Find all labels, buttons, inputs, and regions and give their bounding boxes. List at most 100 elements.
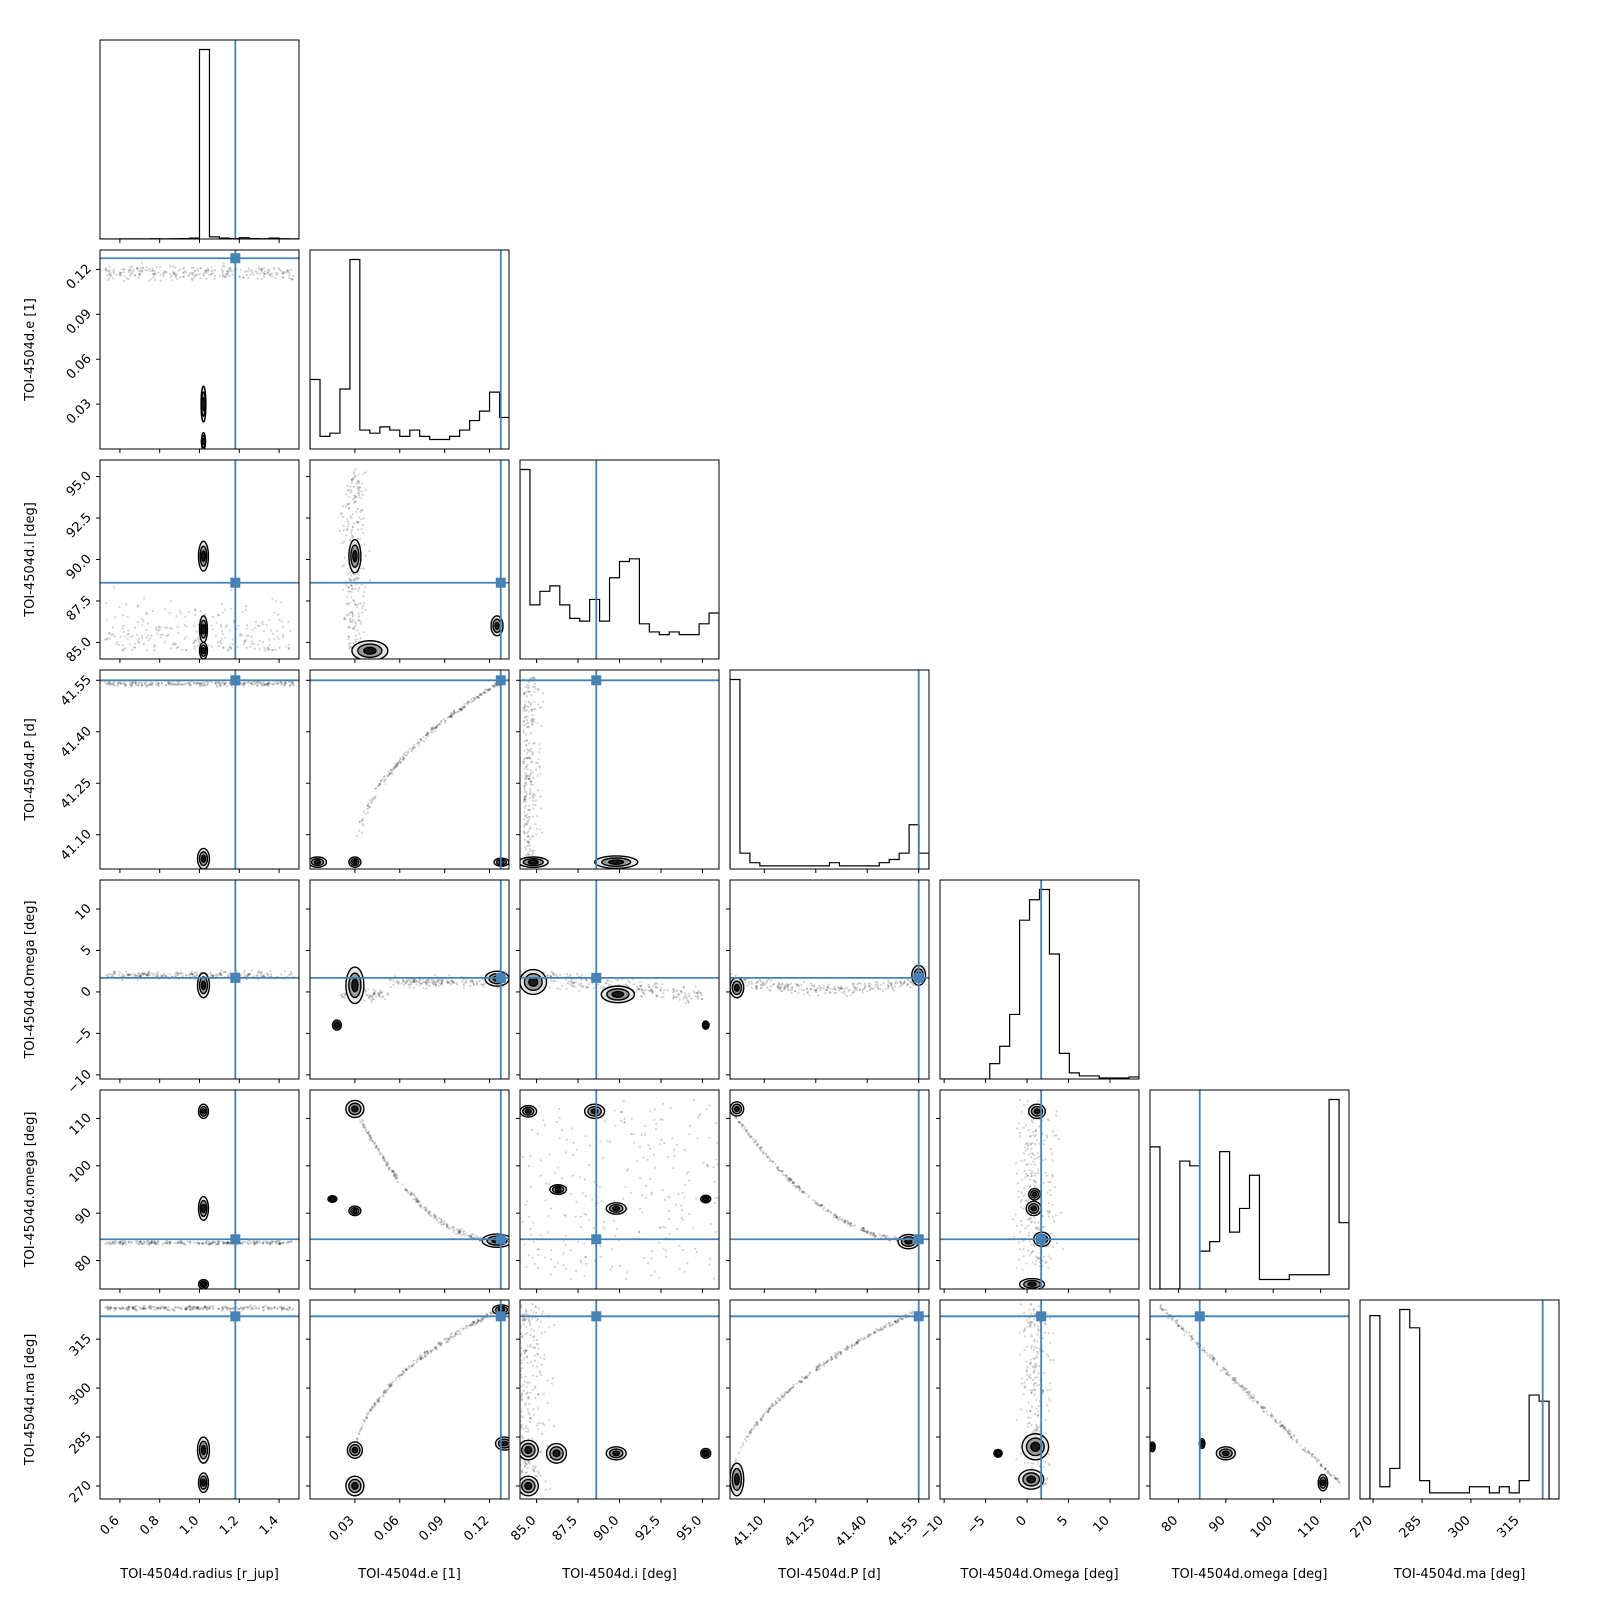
contour-level	[334, 1022, 340, 1028]
sample-point	[192, 266, 195, 269]
sample-point	[858, 982, 861, 985]
sample-point	[381, 996, 384, 999]
sample-point	[488, 687, 491, 691]
sample-point	[358, 820, 361, 823]
sample-point	[532, 807, 535, 810]
contour-level	[200, 647, 207, 655]
sample-point	[796, 1185, 799, 1188]
sample-point	[261, 620, 264, 623]
sample-point	[639, 1207, 642, 1210]
sample-point	[472, 983, 475, 986]
sample-point	[418, 1201, 421, 1204]
sample-point	[747, 980, 750, 983]
sample-point	[213, 277, 216, 280]
sample-point	[209, 1306, 212, 1309]
sample-point	[391, 1170, 394, 1173]
sample-point	[439, 1342, 442, 1345]
sample-point	[121, 627, 124, 630]
sample-point	[256, 974, 259, 977]
sample-point	[345, 493, 348, 496]
sample-point	[426, 1350, 429, 1353]
sample-point	[262, 1241, 265, 1244]
sample-point	[175, 1241, 178, 1244]
sample-point	[880, 1236, 883, 1239]
sample-point	[143, 682, 147, 686]
sample-point	[569, 1192, 572, 1196]
sample-point	[138, 974, 142, 978]
sample-point	[526, 840, 530, 843]
sample-point	[261, 1242, 264, 1245]
sample-point	[532, 708, 536, 711]
sample-point	[525, 695, 529, 698]
sample-point	[390, 1384, 393, 1387]
sample-point	[373, 797, 376, 801]
sample-point	[825, 1209, 828, 1212]
sample-point	[211, 1242, 214, 1245]
sample-point	[214, 682, 217, 685]
sample-point	[346, 489, 349, 492]
sample-point	[194, 609, 197, 612]
sample-point	[132, 268, 135, 271]
sample-point	[469, 1324, 472, 1327]
sample-point	[628, 981, 631, 984]
sample-point	[1015, 1224, 1019, 1227]
sample-point	[840, 987, 843, 990]
sample-point	[163, 1307, 166, 1310]
sample-point	[822, 1208, 825, 1211]
sample-point	[353, 577, 356, 580]
contour-group	[327, 1194, 338, 1203]
sample-point	[254, 1306, 258, 1309]
y-tick-label: 100	[67, 1158, 95, 1186]
sample-point	[166, 626, 169, 630]
x-tick-label: 0.8	[137, 1513, 162, 1538]
sample-point	[672, 988, 676, 991]
sample-point	[176, 1306, 179, 1309]
sample-point	[527, 756, 531, 759]
sample-point	[523, 824, 526, 827]
sample-point	[694, 1247, 697, 1250]
sample-point	[1022, 1207, 1025, 1210]
sample-point	[364, 489, 367, 492]
sample-point	[354, 640, 357, 643]
sample-point	[434, 1215, 437, 1218]
sample-point	[390, 771, 393, 774]
sample-point	[432, 983, 435, 986]
sample-point	[197, 638, 200, 641]
sample-point	[604, 1120, 607, 1123]
sample-point	[140, 637, 144, 640]
sample-point	[381, 1156, 384, 1159]
sample-point	[107, 278, 110, 281]
sample-point	[1055, 1110, 1058, 1113]
sample-point	[641, 989, 644, 992]
sample-point	[241, 1242, 244, 1245]
sample-point	[175, 615, 178, 618]
sample-point	[525, 708, 528, 711]
sample-point	[760, 987, 763, 990]
sample-point	[356, 492, 359, 495]
sample-point	[705, 1163, 709, 1166]
sample-point	[419, 1353, 422, 1356]
sample-point	[528, 853, 531, 857]
sample-point	[383, 1390, 386, 1393]
sample-point	[197, 1305, 200, 1308]
sample-point	[274, 680, 277, 684]
sample-point	[677, 993, 680, 996]
sample-point	[138, 273, 141, 276]
sample-point	[119, 271, 122, 274]
sample-point	[601, 985, 605, 988]
sample-point	[438, 1343, 441, 1346]
sample-point	[423, 1354, 426, 1357]
sample-point	[458, 1232, 461, 1235]
sample-point	[449, 714, 453, 717]
sample-point	[350, 479, 353, 482]
sample-point	[378, 994, 381, 997]
sample-point	[427, 732, 430, 735]
sample-point	[1037, 1227, 1040, 1230]
sample-point	[130, 973, 133, 976]
sample-point	[261, 277, 264, 280]
sample-point	[1032, 1171, 1035, 1174]
sample-point	[433, 1347, 437, 1350]
sample-point	[270, 972, 273, 975]
sample-point	[451, 981, 454, 984]
sample-point	[171, 265, 174, 268]
